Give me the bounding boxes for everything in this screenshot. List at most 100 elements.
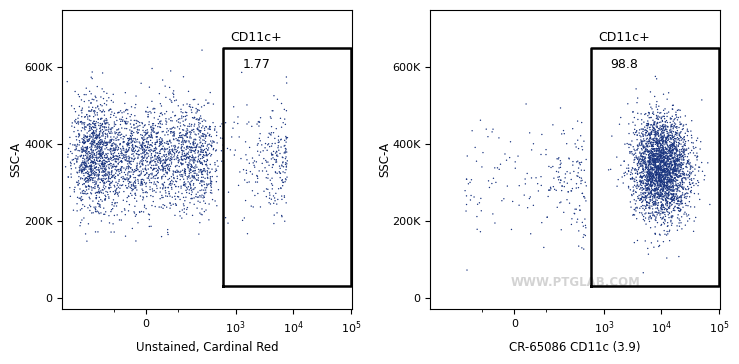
- Point: [675, 180, 687, 186]
- Point: [661, 135, 673, 141]
- Point: [641, 177, 653, 183]
- Point: [572, 173, 584, 179]
- Point: [79, 156, 91, 162]
- Point: [83, 183, 95, 189]
- Point: [143, 172, 155, 178]
- Point: [77, 158, 89, 164]
- Point: [258, 188, 270, 194]
- Point: [186, 178, 198, 183]
- Point: [116, 164, 128, 170]
- Point: [99, 177, 111, 182]
- Point: [639, 194, 651, 199]
- Point: [661, 183, 672, 189]
- Point: [669, 151, 681, 157]
- Point: [161, 138, 173, 144]
- Point: [641, 121, 653, 127]
- Point: [276, 214, 288, 219]
- Point: [103, 186, 115, 191]
- Point: [632, 163, 644, 169]
- Point: [86, 154, 98, 159]
- Point: [668, 143, 680, 149]
- Point: [213, 187, 225, 193]
- Point: [251, 159, 262, 165]
- Point: [93, 198, 105, 204]
- Point: [194, 144, 206, 150]
- Point: [195, 159, 207, 165]
- Point: [675, 135, 687, 141]
- Point: [672, 137, 684, 143]
- Point: [669, 144, 681, 150]
- Point: [655, 166, 667, 171]
- Point: [188, 96, 200, 102]
- Point: [140, 158, 151, 163]
- Point: [123, 145, 135, 151]
- Point: [657, 130, 669, 136]
- Point: [81, 170, 92, 175]
- Point: [655, 163, 667, 169]
- Point: [143, 122, 155, 127]
- Point: [163, 191, 175, 197]
- Point: [580, 225, 592, 231]
- Point: [653, 174, 665, 180]
- Point: [269, 195, 281, 201]
- Point: [104, 189, 116, 194]
- Point: [112, 132, 123, 138]
- Point: [650, 163, 661, 169]
- Point: [103, 140, 115, 146]
- Point: [115, 166, 126, 172]
- Point: [661, 180, 673, 186]
- Point: [162, 166, 174, 172]
- Point: [94, 141, 106, 147]
- Point: [658, 134, 670, 140]
- Point: [92, 142, 103, 148]
- Point: [170, 190, 182, 196]
- Point: [695, 139, 706, 145]
- Point: [630, 130, 641, 135]
- Point: [89, 118, 101, 124]
- Point: [280, 148, 292, 154]
- Point: [98, 128, 109, 134]
- Point: [650, 172, 662, 178]
- Point: [147, 149, 159, 154]
- Point: [209, 198, 221, 204]
- Point: [647, 153, 658, 158]
- Point: [655, 203, 667, 209]
- Point: [198, 193, 210, 199]
- Point: [678, 142, 690, 148]
- Point: [146, 135, 158, 141]
- Point: [180, 156, 192, 162]
- Point: [266, 141, 278, 146]
- Point: [667, 134, 679, 140]
- Point: [86, 162, 98, 168]
- Point: [638, 186, 650, 192]
- Point: [113, 132, 125, 138]
- Point: [656, 118, 668, 124]
- Point: [643, 111, 655, 117]
- Point: [663, 190, 675, 195]
- Point: [178, 182, 190, 187]
- Point: [87, 185, 99, 191]
- Point: [651, 146, 663, 152]
- Point: [197, 119, 208, 124]
- Point: [151, 139, 163, 145]
- Point: [98, 157, 109, 163]
- Point: [94, 144, 106, 150]
- Point: [164, 139, 176, 145]
- Point: [141, 131, 153, 136]
- Point: [78, 161, 90, 167]
- Point: [85, 134, 97, 140]
- Point: [647, 142, 659, 147]
- Point: [645, 197, 657, 203]
- Point: [89, 147, 101, 153]
- Point: [580, 157, 592, 162]
- Point: [648, 151, 660, 157]
- Point: [193, 117, 205, 123]
- Point: [187, 140, 199, 146]
- Point: [276, 197, 287, 202]
- Point: [655, 199, 667, 205]
- Point: [119, 100, 131, 106]
- Point: [94, 176, 106, 182]
- Point: [75, 198, 87, 203]
- Point: [180, 131, 192, 137]
- Point: [659, 126, 671, 132]
